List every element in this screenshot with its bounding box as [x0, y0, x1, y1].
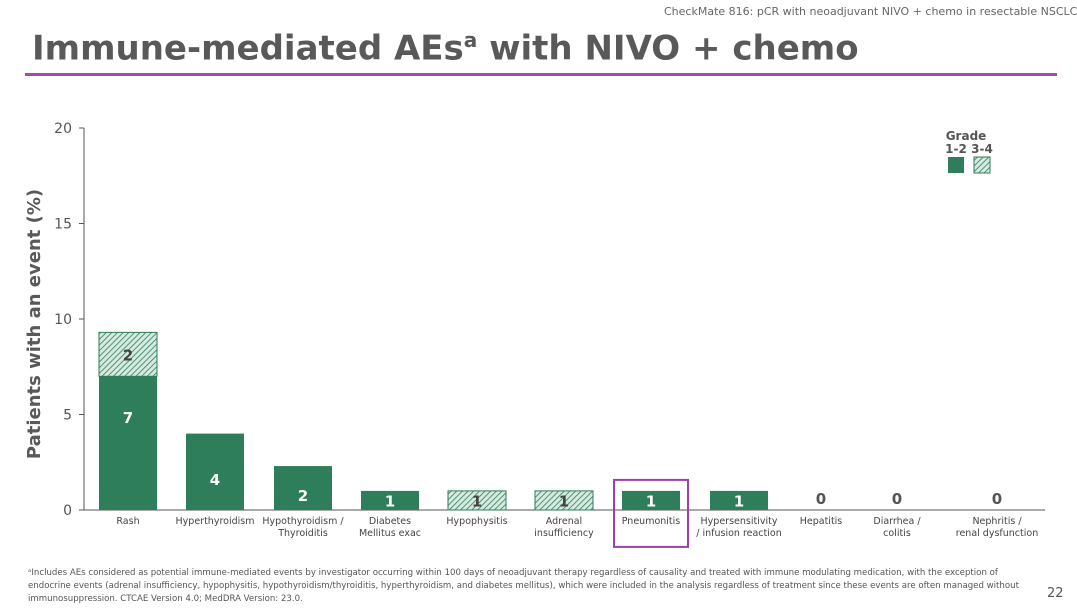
bar-grade-1-2 — [186, 433, 244, 510]
legend-title: Grade — [946, 129, 987, 143]
data-label: 4 — [210, 471, 220, 489]
bar-grade-3-4 — [98, 331, 158, 377]
y-tick-label: 20 — [54, 121, 72, 137]
category-label: Hypersensitivity — [701, 516, 778, 527]
header-note: CheckMate 816: pCR with neoadjuvant NIVO… — [664, 5, 1077, 18]
bar-grade-1-2 — [99, 376, 157, 510]
data-label: 2 — [123, 346, 133, 364]
y-tick-label: 0 — [63, 503, 72, 519]
bar-grade-3-4 — [447, 490, 507, 511]
data-label: 1 — [734, 492, 744, 510]
category-label: Hyperthyroidism — [176, 516, 255, 527]
y-tick-label: 15 — [54, 217, 72, 233]
legend-label-3-4: 3-4 — [971, 142, 993, 156]
category-label: colitis — [883, 528, 911, 539]
data-label: 1 — [559, 492, 569, 510]
title-divider — [25, 73, 1057, 76]
category-label: Nephritis / — [972, 516, 1022, 527]
y-axis-title: Patients with an event (%) — [24, 189, 45, 459]
data-label: 1 — [472, 492, 482, 510]
category-label: Pneumonitis — [622, 516, 681, 527]
bar-grade-1-2 — [361, 490, 419, 510]
y-tick-label: 10 — [54, 312, 72, 328]
footnote: ᵃIncludes AEs considered as potential im… — [28, 568, 1019, 604]
category-label: Adrenal — [546, 516, 582, 527]
bar-grade-1-2 — [622, 490, 680, 510]
title-text: Immune-mediated AEs — [32, 28, 464, 69]
legend-swatch-1-2 — [948, 157, 964, 173]
bar-grade-3-4 — [534, 490, 594, 511]
category-label: insufficiency — [534, 528, 594, 539]
category-label: Diabetes — [369, 516, 411, 527]
data-label: 0 — [892, 490, 902, 508]
category-label: Rash — [116, 516, 139, 527]
data-label: 0 — [816, 490, 826, 508]
category-label: Hypophysitis — [446, 516, 507, 527]
title-text-rest: with NIVO + chemo — [477, 28, 859, 69]
legend-swatch-3-4 — [973, 156, 991, 174]
title-footnote-marker: a — [463, 28, 478, 52]
category-label: Hepatitis — [800, 516, 843, 527]
data-label: 2 — [298, 487, 308, 505]
data-label: 7 — [123, 409, 133, 427]
bar-grade-1-2 — [274, 466, 332, 510]
page-number: 22 — [1047, 586, 1064, 601]
highlight-box — [613, 478, 689, 548]
category-label: Diarrhea / — [873, 516, 921, 527]
category-label: / infusion reaction — [696, 528, 781, 539]
category-label: Mellitus exac — [359, 528, 421, 539]
category-label: Thyroiditis — [277, 528, 328, 539]
data-label: 1 — [385, 492, 395, 510]
data-label: 0 — [992, 490, 1002, 508]
category-label: renal dysfunction — [956, 528, 1038, 539]
legend-label-1-2: 1-2 — [945, 142, 967, 156]
y-tick-label: 5 — [63, 408, 72, 424]
page-title: Immune-mediated AEsa with NIVO + chemo — [32, 28, 859, 68]
data-label: 1 — [646, 492, 656, 510]
bar-grade-1-2 — [710, 490, 768, 510]
category-label: Hypothyroidism / — [262, 516, 344, 527]
